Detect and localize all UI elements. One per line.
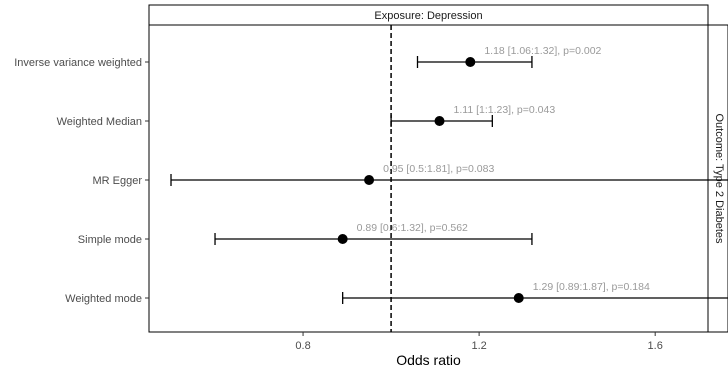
panel-border bbox=[148, 24, 709, 333]
y-tick-label: Simple mode bbox=[78, 234, 142, 246]
y-tick-label: Inverse variance weighted bbox=[14, 57, 142, 69]
y-tick-label: Weighted mode bbox=[65, 293, 142, 305]
point-estimate bbox=[513, 293, 524, 303]
top-facet-label: Exposure: Depression bbox=[374, 10, 482, 22]
point-estimate bbox=[465, 57, 476, 67]
point-estimate bbox=[434, 116, 445, 126]
x-tick-label: 1.6 bbox=[648, 340, 663, 352]
right-facet-label: Outcome: Type 2 Diabetes bbox=[713, 113, 725, 244]
x-axis-title: Odds ratio bbox=[396, 352, 461, 368]
y-tick-label: Weighted Median bbox=[57, 116, 142, 128]
x-tick-label: 1.2 bbox=[471, 340, 486, 352]
estimate-label: 1.18 [1.06:1.32], p=0.002 bbox=[484, 45, 601, 57]
estimate-label: 0.89 [0.6:1.32], p=0.562 bbox=[357, 222, 468, 234]
estimate-label: 1.29 [0.89:1.87], p=0.184 bbox=[533, 281, 650, 293]
point-estimate bbox=[337, 234, 348, 244]
estimate-label: 1.11 [1:1.23], p=0.043 bbox=[454, 104, 556, 116]
point-estimate bbox=[364, 175, 375, 185]
x-tick-label: 0.8 bbox=[295, 340, 310, 352]
y-tick-label: MR Egger bbox=[92, 175, 142, 187]
estimate-label: 0.95 [0.5:1.81], p=0.083 bbox=[383, 163, 494, 175]
